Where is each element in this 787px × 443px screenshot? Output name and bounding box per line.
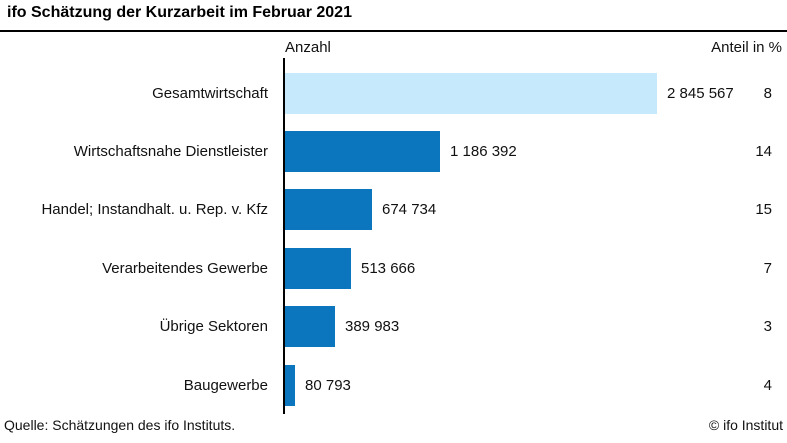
value-label: 2 845 567 [667, 84, 734, 102]
bar-row: Gesamtwirtschaft 2 845 567 8 [0, 64, 787, 122]
copyright-note: © ifo Institut [708, 417, 783, 433]
category-label: Handel; Instandhalt. u. Rep. v. Kfz [41, 201, 268, 219]
category-label: Übrige Sektoren [159, 318, 268, 336]
y-axis-line [283, 58, 285, 414]
bar [284, 247, 351, 289]
bar [284, 306, 335, 348]
share-label: 3 [763, 318, 772, 336]
bar [284, 72, 657, 114]
bar [284, 364, 295, 406]
bar-row: Baugewerbe 80 793 4 [0, 356, 787, 414]
value-label: 389 983 [345, 318, 400, 336]
category-label: Baugewerbe [183, 376, 268, 394]
value-label: 674 734 [382, 201, 437, 219]
bar-chart: Gesamtwirtschaft 2 845 567 8 Wirtschafts… [0, 64, 787, 414]
title-rule [0, 30, 787, 32]
value-label: 513 666 [361, 259, 416, 277]
share-label: 8 [763, 84, 772, 102]
share-label: 4 [763, 376, 772, 394]
source-note: Quelle: Schätzungen des ifo Instituts. [4, 417, 236, 433]
bar [284, 131, 440, 173]
bar-row: Wirtschaftsnahe Dienstleister 1 186 392 … [0, 122, 787, 180]
share-label: 14 [755, 143, 772, 161]
value-label: 80 793 [305, 376, 351, 394]
share-label: 7 [763, 259, 772, 277]
category-label: Wirtschaftsnahe Dienstleister [73, 143, 268, 161]
category-label: Verarbeitendes Gewerbe [102, 259, 268, 277]
bar [284, 189, 372, 231]
bar-row: Handel; Instandhalt. u. Rep. v. Kfz 674 … [0, 181, 787, 239]
share-label: 15 [755, 201, 772, 219]
chart-title: ifo Schätzung der Kurzarbeit im Februar … [7, 4, 352, 21]
column-header-anteil: Anteil in % [711, 39, 782, 56]
column-header-anzahl: Anzahl [285, 39, 331, 56]
category-label: Gesamtwirtschaft [152, 84, 268, 102]
page-footer: Quelle: Schätzungen des ifo Instituts. ©… [4, 417, 783, 433]
value-label: 1 186 392 [450, 143, 517, 161]
bar-row: Übrige Sektoren 389 983 3 [0, 298, 787, 356]
bar-row: Verarbeitendes Gewerbe 513 666 7 [0, 239, 787, 297]
